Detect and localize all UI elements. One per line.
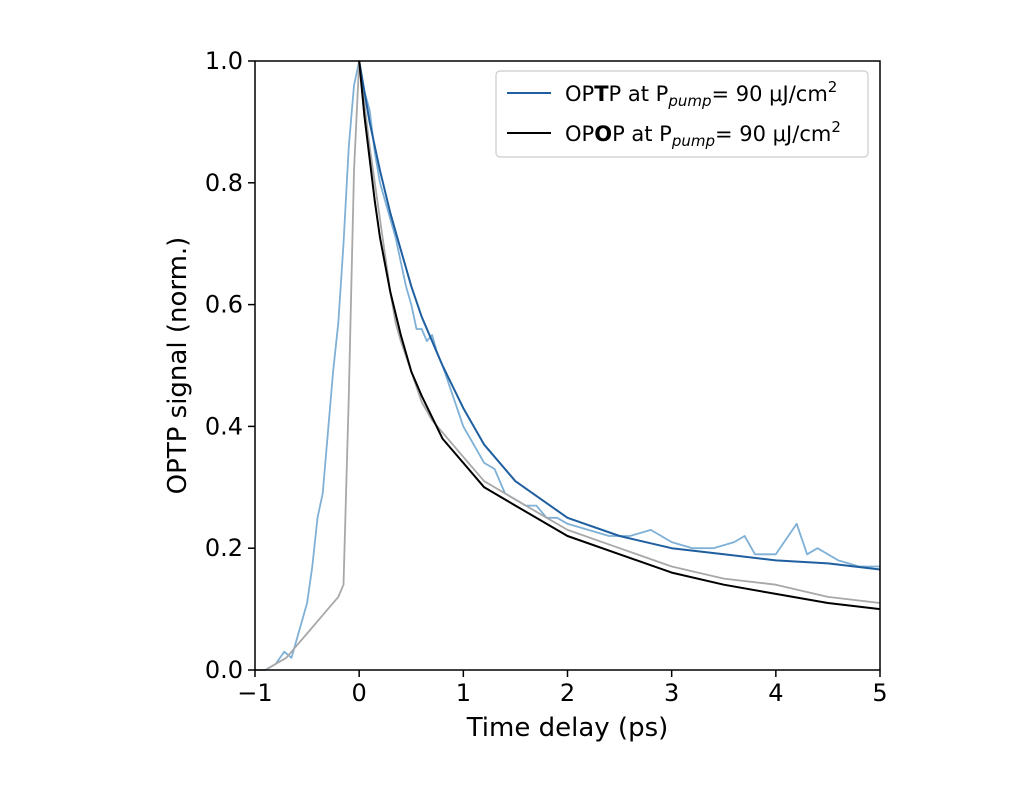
y-tick-label: 0.6 [205,291,243,319]
legend-sup-1: 2 [831,118,841,136]
legend-tail-1: = 90 μJ/cm [715,122,831,146]
x-tick-label: 3 [664,679,679,707]
legend-label-0: OPTP at Ppump= 90 μJ/cm2 [565,78,837,110]
legend-box [495,70,869,158]
legend-suffix-0: P at P [609,82,669,106]
y-tick-label: 0.0 [205,656,243,684]
x-axis-title: Time delay (ps) [466,713,669,743]
legend-bold-1: O [594,122,612,146]
legend-bold-0: T [594,82,609,106]
y-axis-title: OPTP signal (norm.) [163,237,193,495]
legend-sub-0: pump [667,92,711,110]
ticks-layer: −1 0 1 2 3 4 5 0.0 0.2 0.4 0.6 0.8 1.0 [205,47,888,707]
x-tick-label: 1 [456,679,471,707]
x-tick-label: 5 [872,679,887,707]
legend-tail-0: = 90 μJ/cm [711,82,827,106]
x-tick-label: −1 [237,679,272,707]
data-line-0 [255,60,880,671]
legend-label-1: OPOP at Ppump= 90 μJ/cm2 [565,118,841,150]
fit-line-2 [358,60,881,571]
y-tick-label: 0.8 [205,169,243,197]
legend-sub-1: pump [671,132,715,150]
legend-suffix-1: P at P [612,122,672,146]
fit-line-3 [358,60,881,611]
data-line-1 [255,60,881,671]
y-tick-label: 0.4 [205,412,243,440]
x-tick-label: 2 [560,679,575,707]
y-tick-label: 1.0 [205,47,243,75]
x-tick-label: 0 [352,679,367,707]
legend-sup-0: 2 [828,78,838,96]
series-layer [255,60,881,671]
x-tick-label: 4 [768,679,783,707]
legend-prefix-0: OP [565,82,594,106]
legend-prefix-1: OP [565,122,594,146]
y-tick-label: 0.2 [205,534,243,562]
